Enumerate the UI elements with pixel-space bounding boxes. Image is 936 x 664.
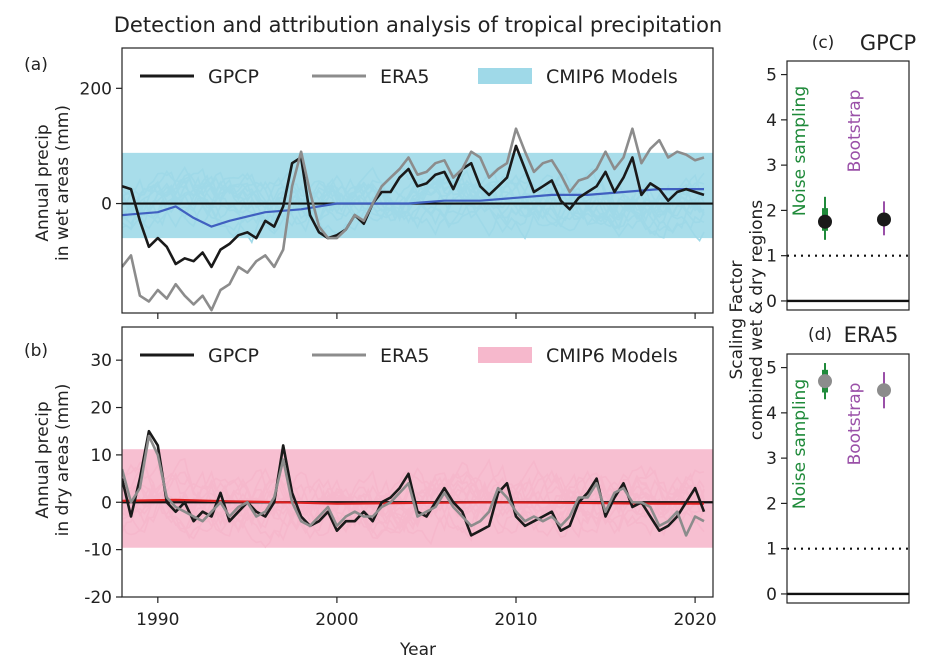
bootstrap-label: Bootstrap — [845, 90, 865, 173]
legend-swatch — [478, 347, 532, 363]
y-tick-label: 0 — [766, 292, 777, 312]
panel-b: -20 -10 0 10 20 30 1990 2000 2010 2020 (b) Annua… — [24, 326, 717, 660]
x-tick-label: 2020 — [673, 610, 716, 630]
scaling-factor-axis-label: Scaling Factorcombined wet & dry regions — [727, 200, 767, 440]
y-tick-label: 5 — [766, 66, 777, 86]
panel-d-title: ERA5 — [844, 323, 899, 347]
panel-b-frame — [121, 326, 714, 598]
y-tick-label: 0 — [766, 585, 777, 605]
panel-c-content: Noise sampling Bootstrap — [787, 86, 909, 303]
y-tick-label: 2 — [766, 201, 777, 221]
panel-d-frame — [786, 353, 910, 604]
legend-label: GPCP — [208, 345, 259, 367]
panel-a-frame — [121, 47, 714, 314]
panel-c-title: GPCP — [860, 31, 916, 55]
panel-a-y-ticks: 0 200 — [80, 79, 122, 215]
era5-line — [122, 127, 705, 312]
x-axis-label: Year — [399, 640, 436, 660]
y-tick-label: 3 — [766, 156, 777, 176]
legend-label: CMIP6 Models — [546, 345, 678, 367]
panel-a-legend: GPCP ERA5 CMIP6 Models — [140, 66, 678, 88]
noise-sampling-label: Noise sampling — [790, 379, 810, 509]
panel-b-y-axis-label: Annual precipin dry areas (mm) — [33, 384, 73, 537]
cmip6-mean-line — [122, 188, 704, 228]
cmip6-member-line — [122, 166, 705, 238]
y-tick-label: 10 — [90, 446, 112, 466]
panel-c-y-ticks: 0 1 2 3 4 5 — [766, 66, 787, 312]
y-tick-label: -20 — [84, 588, 112, 608]
y-tick-label: 4 — [766, 404, 777, 424]
panel-a-y-axis-label: Annual precipin wet areas (mm) — [33, 105, 73, 261]
panel-d: (d) ERA5 Noise sampling Bootstrap 0 1 2 3 4 5 — [766, 323, 910, 605]
cmip6-member-line — [122, 172, 705, 229]
y-tick-label: 0 — [101, 195, 112, 215]
x-tick-label: 2010 — [494, 610, 537, 630]
y-tick-label: 1 — [766, 247, 777, 267]
legend-swatch — [478, 68, 532, 84]
noise-sampling-label: Noise sampling — [790, 86, 810, 216]
panel-a-series — [122, 127, 713, 312]
legend-label: ERA5 — [380, 66, 430, 88]
panel-c-frame — [786, 60, 910, 311]
legend-label: ERA5 — [380, 345, 430, 367]
panel-c-tag: (c) — [812, 33, 835, 53]
legend-label: GPCP — [208, 66, 259, 88]
panel-a-x-ticks — [157, 313, 696, 319]
y-tick-label: -10 — [84, 541, 112, 561]
panel-d-tag: (d) — [808, 325, 832, 345]
bootstrap-label: Bootstrap — [845, 383, 865, 466]
estimate-point — [818, 374, 832, 389]
panel-b-y-ticks: -20 -10 0 10 20 30 — [84, 351, 122, 608]
panel-b-tag: (b) — [24, 341, 48, 361]
y-tick-label: 30 — [90, 351, 112, 371]
x-tick-label: 1990 — [136, 610, 179, 630]
estimate-point — [877, 383, 891, 398]
estimate-point — [877, 212, 891, 227]
cmip6-member-line — [122, 469, 705, 546]
legend-label: CMIP6 Models — [546, 66, 678, 88]
y-tick-label: 5 — [766, 359, 777, 379]
y-tick-label: 200 — [80, 79, 112, 99]
estimate-point — [818, 214, 832, 229]
panel-b-series — [122, 429, 713, 537]
y-tick-label: 20 — [90, 399, 112, 419]
panel-b-cmip6-spread — [122, 449, 713, 549]
panel-b-x-ticks: 1990 2000 2010 2020 — [136, 597, 717, 630]
gpcp-line — [122, 144, 705, 269]
x-tick-label: 2000 — [315, 610, 358, 630]
panel-a-tag: (a) — [24, 55, 48, 75]
y-tick-label: 0 — [101, 493, 112, 513]
panel-a-cmip6-spread — [122, 152, 713, 245]
panel-b-legend: GPCP ERA5 CMIP6 Models — [140, 345, 678, 367]
panel-d-y-ticks: 0 1 2 3 4 5 — [766, 359, 787, 605]
y-tick-label: 4 — [766, 111, 777, 131]
era5-line — [122, 434, 705, 537]
gpcp-line — [122, 429, 706, 537]
y-tick-label: 2 — [766, 494, 777, 514]
y-tick-label: 3 — [766, 449, 777, 469]
cmip6-member-line — [122, 169, 705, 223]
y-tick-label: 1 — [766, 540, 777, 560]
panel-d-content: Noise sampling Bootstrap — [787, 363, 909, 596]
figure-title: Detection and attribution analysis of tr… — [114, 13, 722, 37]
panel-c: (c) GPCP Noise sampling Bootstrap 0 1 2 3 4 5 — [766, 31, 916, 312]
